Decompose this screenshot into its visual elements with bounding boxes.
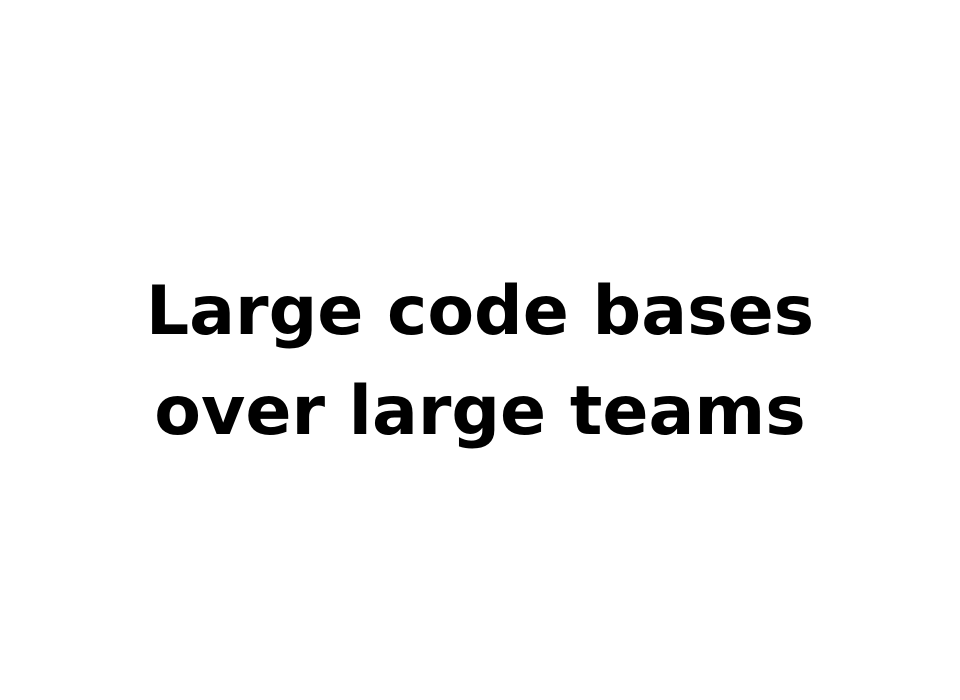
- slide-title-line-2: over large teams: [154, 372, 806, 451]
- slide-title-line-1: Large code bases: [145, 272, 815, 351]
- slide-title: Large code bases over large teams: [0, 262, 960, 462]
